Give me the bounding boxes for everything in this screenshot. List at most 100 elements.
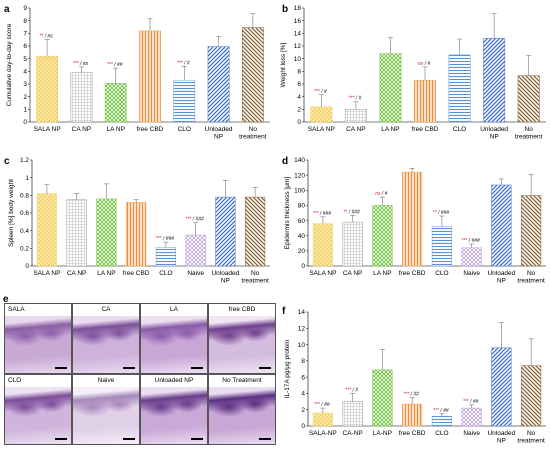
y-tick-label: 0.6	[20, 210, 29, 217]
bar	[312, 412, 333, 427]
y-tick-label: 14	[294, 31, 302, 38]
scale-bar	[123, 367, 135, 369]
bar	[461, 407, 482, 427]
y-tick-label: 7	[23, 31, 27, 38]
bar	[491, 184, 512, 267]
y-tick-label: 120	[294, 172, 305, 179]
y-tick-label: 0	[301, 423, 305, 430]
y-tick-label: 2	[23, 94, 27, 101]
bar	[342, 401, 363, 427]
significance-black: / ###	[437, 210, 450, 216]
significance-label: *** / ##	[314, 402, 330, 408]
significance-label: ** / ###	[343, 209, 360, 215]
panel-label: f	[282, 306, 286, 317]
y-tick-label: 5	[23, 56, 27, 63]
x-tick-label: CLO	[178, 126, 191, 133]
bar	[215, 196, 236, 267]
significance-label: *** / #	[314, 89, 327, 95]
y-tick-label: 0	[297, 119, 301, 126]
y-tick-label: 80	[298, 203, 306, 210]
histology-micrograph	[141, 387, 207, 444]
y-tick-label: 8	[301, 358, 305, 365]
histology-micrograph	[209, 387, 275, 444]
y-tick-label: 100	[294, 187, 305, 194]
x-tick-label: treatment	[515, 134, 543, 141]
histology-image: Unloaded NP	[140, 374, 208, 445]
significance-label: *** / ###	[185, 217, 204, 223]
bar	[185, 234, 206, 267]
significance-black: / ns	[79, 61, 89, 67]
scale-bar	[55, 367, 67, 369]
significance-label: *** / ###	[461, 238, 480, 244]
x-tick-label: SALA-NP	[309, 430, 337, 437]
y-axis-title: Weight loss [%]	[280, 42, 287, 87]
bar	[521, 195, 542, 267]
y-tick-label: 40	[298, 233, 306, 240]
significance-red: ***	[185, 217, 192, 223]
y-tick-label: 4	[23, 69, 27, 76]
histology-grid: SALA CA LA free CBD CLO Naive Unloaded NP No Tr…	[4, 303, 276, 445]
x-tick-label: No	[525, 126, 534, 133]
y-axis-title: Spleen [%] body weight	[8, 179, 15, 247]
bar	[491, 347, 512, 427]
panel-label: c	[4, 156, 10, 167]
y-tick-label: 0	[25, 263, 29, 270]
bar	[431, 226, 452, 267]
histology-image: CA	[72, 303, 140, 374]
x-tick-label: CLO	[435, 270, 448, 277]
bar	[402, 403, 423, 427]
significance-red: ***	[463, 399, 470, 405]
bar	[372, 205, 393, 267]
significance-red: ***	[107, 62, 114, 68]
x-tick-label: CLO	[159, 270, 172, 277]
significance-black: / #	[423, 61, 430, 67]
y-axis-title: IL-17A pg/μg protein	[284, 339, 291, 398]
x-tick-label: CLO	[453, 126, 466, 133]
y-tick-label: 60	[298, 218, 306, 225]
y-tick-label: 0	[301, 263, 305, 270]
significance-black: / #	[381, 191, 388, 197]
y-tick-label: 16	[294, 18, 302, 25]
significance-label: ns / #	[375, 191, 387, 197]
y-tick-label: 6	[297, 81, 301, 88]
significance-label: *** / #	[177, 60, 190, 66]
x-tick-label: treatment	[239, 134, 267, 141]
x-tick-label: treatment	[517, 438, 545, 445]
panel-f: f 0 2 4 6 8 10 12 14 IL-17A pg/μg protein *** / ##…	[278, 304, 550, 458]
x-tick-label: LA NP	[381, 126, 399, 133]
x-tick-label: CLO	[435, 430, 448, 437]
bar	[173, 79, 196, 123]
panel-e-label: e	[3, 294, 9, 305]
significance-black: / #	[354, 96, 361, 102]
bar	[517, 75, 540, 123]
histology-micrograph	[73, 316, 139, 373]
x-tick-label: No	[249, 126, 258, 133]
bar	[139, 30, 161, 123]
bar	[245, 196, 266, 267]
x-tick-label: NP	[490, 134, 499, 141]
x-tick-label: NP	[221, 278, 230, 285]
significance-red: ***	[313, 211, 320, 217]
x-tick-label: Unloaded	[205, 126, 233, 133]
significance-black: / #	[183, 60, 190, 66]
chart-a: a 0 1 2 3 4 5 6 7 8 9 Cumulative day-to-day score **…	[4, 4, 270, 141]
y-tick-label: 8	[23, 18, 27, 25]
bar	[342, 221, 363, 267]
y-tick-label: 1	[25, 175, 29, 182]
bar	[448, 54, 471, 123]
y-tick-label: 4	[297, 94, 301, 101]
significance-black: / ###	[347, 209, 360, 215]
x-tick-label: Unloaded	[487, 430, 515, 437]
significance-red: ***	[433, 408, 440, 414]
y-tick-label: 6	[301, 374, 305, 381]
y-axis-title: Cumulative day-to-day score	[6, 23, 13, 106]
scale-bar	[123, 438, 135, 440]
x-tick-label: CA NP	[343, 270, 363, 277]
chart-d: d 0 20 40 60 80 100 120 140 Epidermis thickness […	[282, 156, 546, 285]
significance-red: ***	[403, 392, 410, 398]
bar	[344, 109, 367, 123]
significance-red: ***	[345, 387, 352, 393]
significance-red: ***	[314, 89, 321, 95]
y-tick-label: 140	[294, 157, 305, 164]
histology-image: LA	[140, 303, 208, 374]
